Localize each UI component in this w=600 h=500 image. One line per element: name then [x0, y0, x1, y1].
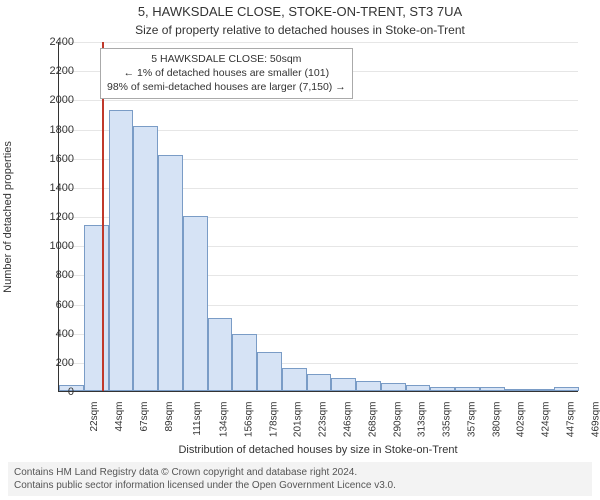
histogram-bar [455, 387, 480, 391]
histogram-bar [505, 389, 530, 391]
y-tick-label: 600 [56, 299, 74, 311]
y-tick-label: 2000 [50, 94, 74, 106]
histogram-bar [529, 389, 554, 391]
x-tick-label: 44sqm [114, 402, 125, 432]
histogram-bar [133, 126, 158, 391]
y-tick-label: 1000 [50, 240, 74, 252]
caption-line-1: Contains HM Land Registry data © Crown c… [14, 466, 586, 479]
y-tick-label: 1600 [50, 153, 74, 165]
histogram-bar [406, 385, 431, 391]
annotation-line-1: 5 HAWKSDALE CLOSE: 50sqm [107, 52, 346, 66]
histogram-bar [554, 387, 579, 391]
histogram-bar [307, 374, 332, 392]
y-tick-label: 2400 [50, 36, 74, 48]
title-sub: Size of property relative to detached ho… [0, 23, 600, 39]
title-main: 5, HAWKSDALE CLOSE, STOKE-ON-TRENT, ST3 … [0, 4, 600, 21]
y-tick-label: 1800 [50, 124, 74, 136]
x-tick-label: 313sqm [417, 402, 428, 438]
title-block: 5, HAWKSDALE CLOSE, STOKE-ON-TRENT, ST3 … [0, 4, 600, 38]
x-tick-label: 22sqm [89, 402, 100, 432]
histogram-bar [84, 225, 109, 391]
y-tick-label: 200 [56, 357, 74, 369]
histogram-bar [158, 155, 183, 391]
histogram-bar [381, 383, 406, 391]
histogram-bar [356, 381, 381, 391]
x-tick-label: 134sqm [219, 402, 230, 438]
caption: Contains HM Land Registry data © Crown c… [8, 462, 592, 496]
histogram-bar [257, 352, 282, 391]
histogram-bar [430, 387, 455, 391]
x-tick-label: 268sqm [367, 402, 378, 438]
histogram-bar [232, 334, 257, 391]
y-tick-label: 1200 [50, 211, 74, 223]
x-tick-label: 424sqm [541, 402, 552, 438]
x-tick-label: 201sqm [293, 402, 304, 438]
x-tick-label: 447sqm [565, 402, 576, 438]
x-tick-label: 67sqm [139, 402, 150, 432]
histogram-bar [183, 216, 208, 391]
histogram-bar [331, 378, 356, 391]
caption-line-2: Contains public sector information licen… [14, 479, 586, 492]
x-tick-label: 178sqm [268, 402, 279, 438]
annotation-box: 5 HAWKSDALE CLOSE: 50sqm ← 1% of detache… [100, 48, 353, 99]
y-tick-label: 1400 [50, 182, 74, 194]
x-tick-label: 89sqm [164, 402, 175, 432]
x-tick-label: 357sqm [466, 402, 477, 438]
histogram-bar [109, 110, 134, 391]
y-tick-label: 0 [68, 386, 74, 398]
x-tick-label: 223sqm [318, 402, 329, 438]
gridline [59, 100, 578, 101]
x-axis-label: Distribution of detached houses by size … [58, 444, 578, 456]
annotation-line-2: ← 1% of detached houses are smaller (101… [107, 66, 346, 80]
x-tick-label: 380sqm [491, 402, 502, 438]
histogram-bar [282, 368, 307, 391]
annotation-line-3: 98% of semi-detached houses are larger (… [107, 80, 346, 94]
gridline [59, 42, 578, 43]
x-tick-label: 290sqm [392, 402, 403, 438]
x-tick-label: 469sqm [590, 402, 600, 438]
histogram-bar [480, 387, 505, 391]
x-tick-label: 111sqm [193, 402, 204, 436]
chart-container: 5, HAWKSDALE CLOSE, STOKE-ON-TRENT, ST3 … [0, 0, 600, 500]
y-tick-label: 400 [56, 328, 74, 340]
histogram-bar [208, 318, 233, 391]
y-tick-label: 800 [56, 269, 74, 281]
x-tick-label: 156sqm [244, 402, 255, 438]
x-tick-label: 246sqm [343, 402, 354, 438]
y-tick-label: 2200 [50, 65, 74, 77]
x-tick-label: 402sqm [516, 402, 527, 438]
x-tick-label: 335sqm [442, 402, 453, 438]
